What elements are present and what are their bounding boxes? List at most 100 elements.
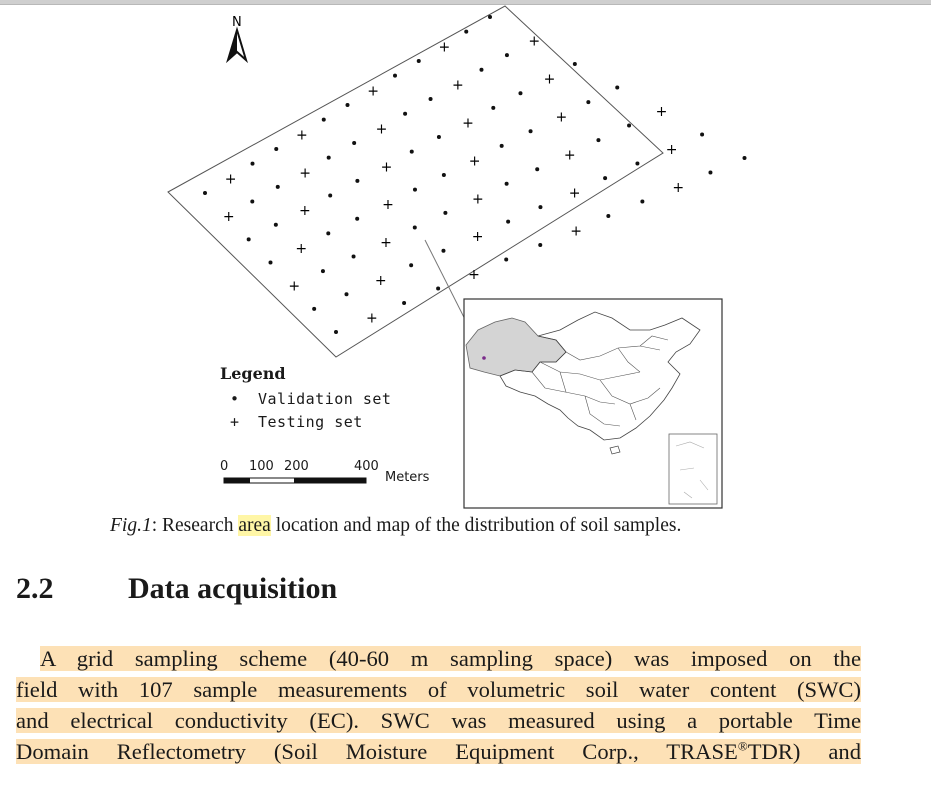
- validation-point: [268, 260, 273, 265]
- validation-point: [436, 286, 441, 291]
- testing-point: +: [656, 104, 668, 120]
- testing-point: +: [225, 171, 237, 187]
- china-outline: [499, 311, 701, 441]
- validation-point: [572, 62, 577, 66]
- research-area-figure: N + + + + + + + + + + + + + + + + + + + + + + + + + + + + + + Legend: [167, 5, 747, 509]
- testing-point: +: [376, 121, 388, 137]
- plus-icon: +: [230, 413, 240, 431]
- validation-point: [326, 231, 331, 236]
- validation-point: [615, 85, 620, 90]
- testing-point: +: [381, 159, 393, 175]
- paragraph-line: field with 107 sample measurements of vo…: [16, 677, 861, 702]
- validation-point: [351, 254, 356, 259]
- figure-reference: Fig.1: [110, 515, 152, 536]
- legend-testing-label: Testing set: [258, 413, 363, 431]
- validation-point: [436, 135, 441, 140]
- section-number: 2.2: [16, 572, 54, 605]
- testing-point: +: [544, 72, 556, 88]
- validation-point: [326, 155, 331, 160]
- paragraph-line: and electrical conductivity (EC). SWC wa…: [16, 708, 861, 733]
- validation-point: [275, 184, 280, 189]
- paragraph-line: Domain Reflectometry (Soil Moisture Equi…: [16, 738, 861, 764]
- testing-point: +: [528, 34, 540, 50]
- validation-point: [416, 59, 421, 63]
- validation-point: [246, 237, 251, 242]
- validation-point: [586, 100, 591, 105]
- testing-point: +: [564, 148, 576, 164]
- testing-point: +: [666, 142, 678, 158]
- testing-point: +: [375, 273, 387, 289]
- validation-point: [334, 330, 338, 334]
- section-title: Data acquisition: [128, 572, 338, 605]
- body-paragraph[interactable]: A grid sampling scheme (40-60 m sampling…: [16, 643, 861, 767]
- testing-point: +: [555, 110, 567, 126]
- validation-point: [535, 167, 540, 172]
- validation-point: [274, 147, 279, 151]
- validation-point: [409, 263, 414, 268]
- validation-point: [518, 91, 523, 96]
- testing-point: +: [462, 115, 474, 131]
- scale-unit: Meters: [385, 470, 430, 485]
- validation-point: [403, 111, 408, 116]
- testing-point: +: [472, 191, 484, 207]
- testing-point: +: [296, 127, 308, 143]
- validation-point: [606, 214, 611, 218]
- scale-tick-200: 200: [284, 459, 309, 474]
- caption-text-after: location and map of the distribution of …: [270, 515, 682, 536]
- validation-point: [409, 149, 414, 154]
- section-heading: 2.2 Data acquisition: [16, 572, 337, 606]
- paragraph-line: A grid sampling scheme (40-60 m sampling…: [40, 646, 861, 671]
- validation-point: [504, 257, 509, 262]
- testing-point: +: [223, 209, 235, 225]
- validation-point: [464, 29, 469, 34]
- validation-point: [312, 306, 317, 311]
- caption-highlight[interactable]: area: [238, 515, 271, 536]
- validation-point: [504, 53, 509, 58]
- china-inset-map: [463, 298, 723, 509]
- validation-point: [504, 181, 509, 186]
- validation-point: [344, 292, 349, 297]
- caption-text-before: : Research: [151, 515, 239, 536]
- validation-point: [708, 170, 713, 175]
- validation-point: [321, 117, 326, 122]
- validation-point: [273, 222, 278, 227]
- validation-point: [320, 269, 325, 274]
- testing-point: +: [366, 311, 378, 327]
- registered-mark: ®: [737, 738, 748, 754]
- validation-point: [742, 156, 747, 160]
- legend-validation-row: • Validation set: [230, 390, 391, 408]
- validation-point: [491, 105, 496, 110]
- testing-point: +: [472, 229, 484, 245]
- testing-point: +: [299, 165, 311, 181]
- validation-point: [428, 97, 433, 102]
- testing-point: +: [382, 197, 394, 213]
- validation-point: [441, 248, 446, 253]
- validation-point: [479, 67, 484, 72]
- testing-point: +: [452, 77, 464, 93]
- hainan-island: [609, 445, 621, 455]
- scale-tick-0: 0: [220, 459, 229, 474]
- legend-title: Legend: [220, 364, 286, 383]
- validation-point: [635, 161, 640, 166]
- validation-point: [355, 216, 360, 221]
- validation-point: [352, 140, 357, 145]
- legend-validation-label: Validation set: [258, 390, 392, 408]
- validation-point: [506, 219, 511, 224]
- validation-point: [700, 132, 705, 137]
- north-arrow-icon: N: [226, 15, 248, 64]
- sampling-field-outline: [167, 5, 664, 358]
- north-label: N: [232, 15, 242, 30]
- validation-point: [528, 129, 533, 134]
- window-top-border: [0, 0, 931, 5]
- dot-icon: •: [230, 390, 240, 408]
- testing-point: +: [288, 279, 300, 295]
- testing-point: +: [439, 39, 451, 55]
- validation-point: [250, 199, 255, 204]
- figure-graphic: N + + + + + + + + + + + + + + + + + + + + + + + + + + + + + +: [167, 5, 747, 509]
- sample-points: + + + + + + + + + + + + + + + + + + + + + + + + + + + + + +: [203, 15, 747, 334]
- validation-point: [393, 73, 397, 78]
- validation-point: [412, 225, 417, 230]
- scale-tick-400: 400: [354, 459, 379, 474]
- figure-caption: Fig.1: Research area location and map of…: [110, 515, 681, 537]
- validation-point: [596, 138, 601, 143]
